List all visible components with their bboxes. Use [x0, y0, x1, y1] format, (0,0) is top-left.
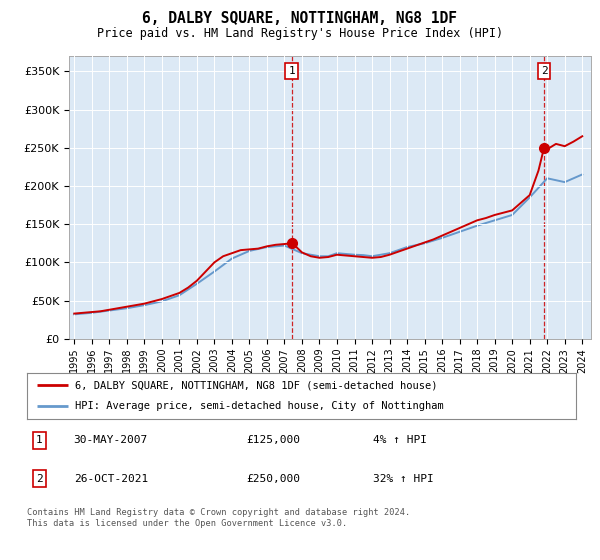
Text: 1: 1 — [36, 436, 43, 445]
Text: 2: 2 — [36, 474, 43, 484]
Text: 26-OCT-2021: 26-OCT-2021 — [74, 474, 148, 484]
Text: £250,000: £250,000 — [247, 474, 301, 484]
Text: 1: 1 — [288, 66, 295, 76]
Text: Price paid vs. HM Land Registry's House Price Index (HPI): Price paid vs. HM Land Registry's House … — [97, 27, 503, 40]
Text: 6, DALBY SQUARE, NOTTINGHAM, NG8 1DF (semi-detached house): 6, DALBY SQUARE, NOTTINGHAM, NG8 1DF (se… — [76, 380, 438, 390]
Text: 2: 2 — [541, 66, 547, 76]
Text: 32% ↑ HPI: 32% ↑ HPI — [373, 474, 434, 484]
Text: 4% ↑ HPI: 4% ↑ HPI — [373, 436, 427, 445]
Text: Contains HM Land Registry data © Crown copyright and database right 2024.
This d: Contains HM Land Registry data © Crown c… — [27, 508, 410, 528]
Text: 30-MAY-2007: 30-MAY-2007 — [74, 436, 148, 445]
Text: HPI: Average price, semi-detached house, City of Nottingham: HPI: Average price, semi-detached house,… — [76, 402, 444, 412]
Text: £125,000: £125,000 — [247, 436, 301, 445]
Text: 6, DALBY SQUARE, NOTTINGHAM, NG8 1DF: 6, DALBY SQUARE, NOTTINGHAM, NG8 1DF — [143, 11, 458, 26]
